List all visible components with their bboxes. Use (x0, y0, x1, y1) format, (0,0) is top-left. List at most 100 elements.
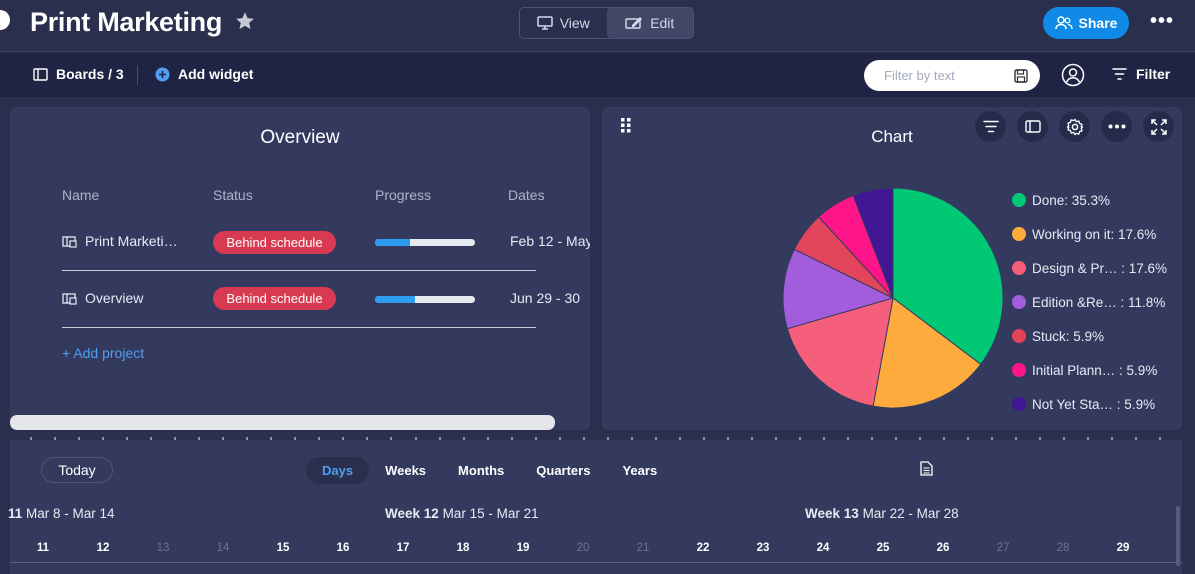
resize-tick (294, 437, 297, 440)
chart-widget: Chart Done: 35.3% Working on it: 17.6% D… (602, 107, 1182, 430)
resize-tick (366, 437, 369, 440)
share-button[interactable]: Share (1043, 7, 1129, 39)
legend-label: Design & Pr… : 17.6% (1032, 260, 1168, 276)
legend-item[interactable]: Design & Pr… : 17.6% (1012, 251, 1167, 285)
day-label: 17 (396, 542, 410, 554)
more-icon[interactable] (1101, 111, 1132, 142)
legend-item[interactable]: Not Yet Sta… : 5.9% (1012, 387, 1167, 421)
pie-slice-edition-re[interactable] (782, 248, 895, 330)
chart-legend: Done: 35.3% Working on it: 17.6% Design … (1012, 183, 1167, 421)
share-label: Share (1078, 15, 1118, 31)
progress-bar-fill (375, 239, 410, 246)
project-row-name[interactable]: Print Marketi… (62, 233, 178, 249)
status-badge[interactable]: Behind schedule (213, 231, 336, 254)
resize-tick (1087, 437, 1090, 440)
board-icon[interactable] (0, 10, 10, 30)
status-badge[interactable]: Behind schedule (213, 287, 336, 310)
resize-tick (270, 437, 273, 440)
boards-button[interactable]: Boards / 3 (33, 66, 124, 82)
horizontal-scrollbar[interactable] (10, 415, 555, 430)
week-number: Week 12 (385, 506, 439, 521)
resize-tick (991, 437, 994, 440)
edit-label: Edit (650, 15, 675, 31)
legend-item[interactable]: Edition &Re… : 11.8% (1012, 285, 1167, 319)
tab-years[interactable]: Years (622, 463, 658, 478)
person-icon[interactable] (1061, 63, 1085, 87)
plus-circle-icon (155, 67, 170, 81)
view-edit-toggle: View Edit (519, 7, 694, 39)
pie-slice-design-pr[interactable] (786, 297, 894, 407)
add-project-link[interactable]: + Add project (62, 345, 145, 361)
today-button[interactable]: Today (41, 457, 113, 483)
project-row-name[interactable]: Overview (62, 290, 143, 306)
save-icon[interactable] (1014, 68, 1028, 83)
toolbar-divider (137, 65, 138, 85)
edit-icon (625, 17, 643, 29)
filter-button[interactable]: Filter (1112, 66, 1170, 82)
resize-tick (150, 437, 153, 440)
sidebar-icon[interactable] (1017, 111, 1048, 142)
star-icon[interactable] (234, 10, 256, 32)
day-label: 19 (516, 542, 530, 554)
legend-label: Working on it: 17.6% (1032, 226, 1157, 242)
tab-days[interactable]: Days (306, 457, 370, 484)
resize-tick (1159, 437, 1162, 440)
resize-tick (750, 437, 753, 440)
edit-button[interactable]: Edit (606, 8, 693, 38)
progress-bar (375, 239, 475, 246)
resize-tick (1135, 437, 1138, 440)
week-range: Mar 22 - Mar 28 (862, 506, 959, 521)
legend-swatch (1012, 227, 1026, 241)
resize-tick (30, 437, 32, 440)
legend-label: Stuck: 5.9% (1032, 328, 1105, 344)
overview-title: Overview (260, 127, 340, 148)
legend-item[interactable]: Stuck: 5.9% (1012, 319, 1167, 353)
resize-handle[interactable] (10, 437, 1182, 441)
day-label: 21 (636, 542, 650, 554)
week-number: Week 13 (805, 506, 859, 521)
legend-item[interactable]: Done: 35.3% (1012, 183, 1167, 217)
tab-weeks[interactable]: Weeks (385, 463, 427, 478)
pie-slice-working-on-it[interactable] (872, 297, 982, 409)
document-icon[interactable] (920, 461, 933, 476)
column-header-name: Name (62, 187, 100, 203)
project-name: Overview (85, 290, 144, 306)
resize-tick (462, 437, 465, 440)
legend-item[interactable]: Initial Plann… : 5.9% (1012, 353, 1167, 387)
vertical-scrollbar[interactable] (1176, 506, 1180, 566)
legend-label: Not Yet Sta… : 5.9% (1032, 396, 1156, 412)
progress-bar (375, 296, 475, 303)
resize-tick (654, 437, 657, 440)
day-label: 16 (336, 542, 350, 554)
legend-item[interactable]: Working on it: 17.6% (1012, 217, 1167, 251)
legend-swatch (1012, 193, 1026, 207)
legend-swatch (1012, 295, 1026, 309)
fullscreen-icon[interactable] (1143, 111, 1174, 142)
chart-title: Chart (871, 127, 913, 146)
page-title[interactable]: Print Marketing (30, 7, 223, 37)
timeline-widget: Today Days Weeks Months Quarters Years 1… (8, 437, 1182, 574)
pie-slice-done[interactable] (892, 187, 1004, 366)
day-label: 18 (456, 542, 470, 554)
settings-icon[interactable] (1059, 111, 1090, 142)
pie-slice-not-yet-sta[interactable] (852, 187, 894, 299)
resize-tick (678, 437, 681, 440)
filter-label: Filter (1136, 66, 1171, 82)
week-range: Mar 15 - Mar 21 (442, 506, 539, 521)
resize-tick (486, 437, 489, 440)
tab-quarters[interactable]: Quarters (536, 463, 591, 478)
legend-swatch (1012, 397, 1026, 411)
resize-tick (1111, 437, 1114, 440)
view-button[interactable]: View (520, 8, 607, 38)
drag-handle-icon[interactable] (620, 117, 632, 133)
day-label: 20 (576, 542, 590, 554)
more-options-icon[interactable]: ••• (1150, 10, 1175, 32)
day-label: 26 (936, 542, 950, 554)
add-widget-button[interactable]: Add widget (155, 66, 253, 82)
tab-months[interactable]: Months (458, 463, 505, 478)
day-label: 24 (816, 542, 830, 554)
resize-tick (823, 437, 826, 440)
filter-input[interactable] (884, 68, 1014, 83)
day-label: 27 (996, 542, 1010, 554)
filter-icon[interactable] (975, 111, 1006, 142)
